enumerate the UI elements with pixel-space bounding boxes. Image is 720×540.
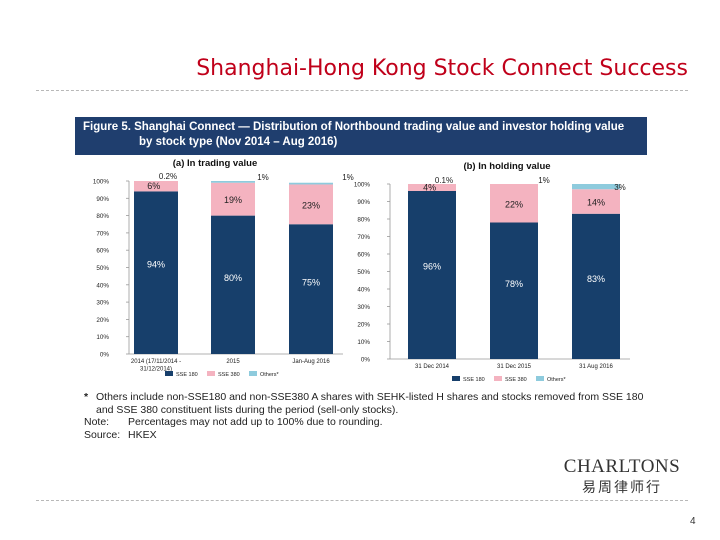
chart-a-y-tick-label: 60% [96, 248, 109, 255]
chart-b-y-tick-label: 60% [357, 252, 370, 259]
chart-a-y-tick-label: 90% [96, 196, 109, 203]
figure-notes: * Others include non-SSE180 and non-SSE3… [84, 391, 644, 441]
chart-b-title: (b) In holding value [463, 161, 550, 172]
chart-a-legend-label: Others* [260, 372, 280, 378]
chart-b-data-label-others: 0.1% [435, 176, 453, 185]
chart-a-y-tick-label: 0% [100, 352, 110, 359]
chart-a-legend-swatch [207, 371, 215, 376]
page-number: 4 [690, 516, 696, 527]
chart-b-data-label: 14% [587, 198, 605, 208]
chart-a-y-tick-label: 50% [96, 265, 109, 272]
chart-b-legend-label: SSE 180 [463, 377, 485, 383]
note: Note: Percentages may not add up to 100%… [84, 416, 644, 429]
chart-a-y-tick-label: 10% [96, 334, 109, 341]
chart-b-x-tick-label: 31 Aug 2016 [579, 364, 613, 370]
chart-b-x-tick-label: 31 Dec 2014 [415, 364, 450, 370]
chart-a-legend-swatch [165, 371, 173, 376]
chart-a-y-tick-label: 20% [96, 317, 109, 324]
chart-b-bar-sse180 [572, 213, 620, 359]
slide-title: Shanghai-Hong Kong Stock Connect Success [196, 56, 688, 81]
chart-a-x-tick-label: 2014 (17/11/2014 - [131, 359, 181, 365]
chart-b-data-label: 4% [423, 183, 436, 193]
source-text: HKEX [128, 428, 157, 441]
chart-a-bar-sse380 [211, 182, 255, 216]
chart-a-y-tick-label: 100% [93, 179, 110, 186]
chart-b-data-label-others: 1% [538, 176, 550, 185]
footnote-marker: * [84, 391, 89, 403]
chart-b-data-label: 78% [505, 279, 523, 289]
note-text: Percentages may not add up to 100% due t… [128, 416, 383, 428]
chart-a-data-label-others: 0.2% [159, 172, 177, 181]
chart-a-x-tick-label: 2015 [226, 359, 240, 365]
chart-b-y-tick-label: 30% [357, 304, 370, 311]
chart-a-legend-label: SSE 380 [218, 372, 240, 378]
figure-charts: (a) In trading value 0% 10% 20% 30% 40% 50% 60%… [93, 158, 630, 383]
chart-b-bar-sse380 [490, 184, 538, 223]
chart-a-bar-sse380 [289, 184, 333, 225]
footnote: * Others include non-SSE180 and non-SSE3… [84, 391, 644, 404]
source-label: Source: [84, 428, 121, 441]
chart-b-y-tick-label: 80% [357, 217, 370, 224]
chart-a-data-label: 6% [147, 181, 160, 191]
chart-a-bar-sse180 [289, 224, 333, 354]
chart-a-bar-others [289, 182, 333, 185]
chart-b-y-tick-label: 70% [357, 234, 370, 241]
chart-b-data-label: 22% [505, 199, 523, 209]
chart-b-data-label-others: 3% [614, 183, 626, 192]
bottom-divider [36, 500, 688, 501]
chart-b-x-tick-label: 31 Dec 2015 [497, 364, 532, 370]
chart-a-data-label: 75% [302, 278, 320, 288]
charltons-logo: CHARLTONS 易周律师行 [560, 456, 684, 497]
chart-b-legend-swatch [452, 376, 460, 381]
chart-b-data-label: 83% [587, 274, 605, 284]
chart-a-bar-sse180 [211, 215, 255, 354]
chart-b-bar-sse380 [572, 189, 620, 214]
chart-b-y-tick-label: 20% [357, 322, 370, 329]
note-label: Note: [84, 416, 110, 428]
chart-a-y-tick-label: 80% [96, 213, 109, 220]
chart-b-bar-sse380 [408, 184, 456, 191]
chart-a-bar-others [211, 181, 255, 183]
chart-b-y-tick-label: 40% [357, 287, 370, 294]
chart-a-legend-swatch [249, 371, 257, 376]
chart-b-y-tick-label: 10% [357, 339, 370, 346]
chart-a-data-label-others: 1% [342, 173, 354, 182]
logo-name: CHARLTONS [563, 456, 681, 477]
chart-a-y-tick-label: 70% [96, 230, 109, 237]
top-divider [36, 90, 688, 91]
chart-b-y-tick-label: 100% [354, 182, 371, 189]
chart-a-bar-sse380 [134, 181, 178, 192]
chart-a-bar-sse180 [134, 191, 178, 354]
chart-a-data-label: 80% [224, 273, 242, 283]
chart-a-y-tick-label: 40% [96, 282, 109, 289]
figure-title-line1: Figure 5. Shanghai Connect — Distributio… [83, 121, 625, 133]
chart-b-legend-label: Others* [547, 377, 567, 383]
chart-b-bar-others [572, 184, 620, 190]
chart-b-bar-sse180 [490, 222, 538, 359]
figure-title: Figure 5. Shanghai Connect — Distributio… [83, 120, 647, 150]
chart-b-data-label: 96% [423, 262, 441, 272]
chart-a-data-label-others: 1% [257, 173, 269, 182]
chart-b-legend-label: SSE 380 [505, 377, 527, 383]
chart-a-title: (a) In trading value [173, 158, 257, 169]
footnote-line1: Others include non-SSE180 and non-SSE380… [96, 391, 644, 403]
chart-a-data-label: 19% [224, 195, 242, 205]
figure-title-line2: by stock type (Nov 2014 – Aug 2016) [139, 136, 338, 148]
figure-header: Figure 5. Shanghai Connect — Distributio… [75, 117, 647, 155]
chart-b-y-tick-label: 50% [357, 269, 370, 276]
logo-chinese: 易周律师行 [582, 480, 662, 496]
chart-b-y-tick-label: 90% [357, 199, 370, 206]
chart-a-x-tick-label: 31/12/2014) [140, 367, 172, 373]
chart-a-y-tick-label: 30% [96, 300, 109, 307]
chart-b-legend-swatch [494, 376, 502, 381]
chart-a-legend-label: SSE 180 [176, 372, 198, 378]
chart-a-data-label: 23% [302, 200, 320, 210]
chart-b-y-tick-label: 0% [361, 357, 371, 364]
source: Source: HKEX [84, 429, 644, 442]
chart-b-bar-sse180 [408, 191, 456, 359]
chart-b-legend-swatch [536, 376, 544, 381]
chart-a-data-label: 94% [147, 260, 165, 270]
footnote-line2: and SSE 380 constituent lists during the… [96, 403, 399, 416]
chart-a-x-tick-label: Jan-Aug 2016 [292, 359, 330, 365]
